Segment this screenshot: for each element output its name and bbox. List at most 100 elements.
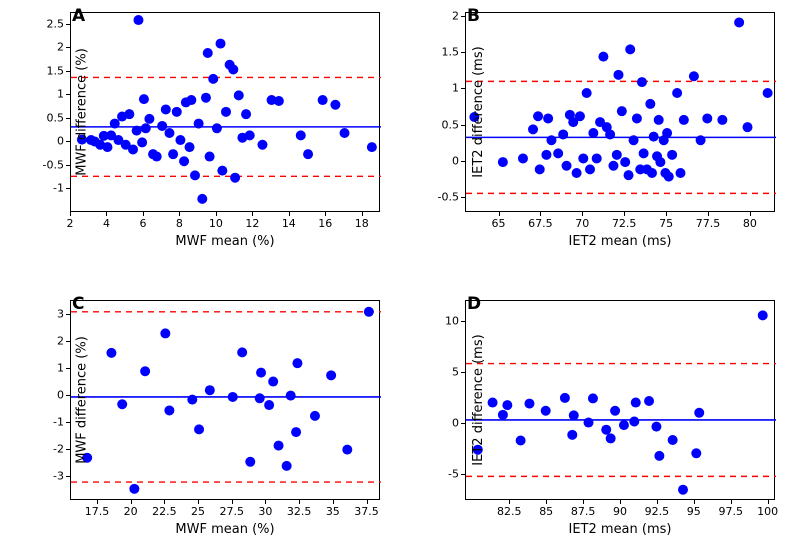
data-point — [601, 425, 611, 435]
panel-D-svg — [466, 301, 776, 501]
y-tick-label: 0.5 — [47, 111, 65, 124]
x-tickmark — [333, 500, 334, 504]
x-axis-label: MWF mean (%) — [175, 522, 274, 537]
data-point — [106, 348, 116, 358]
x-tickmark — [509, 500, 510, 504]
panel-letter: C — [72, 294, 84, 314]
y-tickmark — [66, 314, 70, 315]
y-tickmark — [66, 368, 70, 369]
data-point — [498, 410, 508, 420]
data-point — [632, 113, 642, 123]
x-tick-label: 100 — [757, 505, 778, 518]
y-tick-label: -2 — [53, 442, 64, 455]
data-point — [291, 427, 301, 437]
x-tick-label: 27.5 — [219, 505, 244, 518]
data-point — [292, 358, 302, 368]
y-tick-label: 2 — [452, 9, 459, 22]
data-point — [164, 128, 174, 138]
x-tickmark — [299, 500, 300, 504]
data-point — [144, 114, 154, 124]
data-point — [161, 104, 171, 114]
x-tickmark — [768, 500, 769, 504]
x-tickmark — [708, 212, 709, 216]
data-point — [274, 441, 284, 451]
y-tick-label: -5 — [448, 468, 459, 481]
data-point — [645, 99, 655, 109]
data-point — [256, 368, 266, 378]
data-point — [330, 100, 340, 110]
data-point — [667, 150, 677, 160]
data-point — [567, 430, 577, 440]
data-point — [286, 391, 296, 401]
y-tickmark — [66, 47, 70, 48]
data-point — [664, 172, 674, 182]
data-point — [625, 44, 635, 54]
panel-D-plot — [465, 300, 775, 500]
x-tick-label: 18 — [355, 217, 369, 230]
data-point — [533, 111, 543, 121]
y-tick-label: 2.5 — [47, 17, 65, 30]
x-tick-label: 77.5 — [696, 217, 721, 230]
x-tickmark — [750, 212, 751, 216]
x-tick-label: 4 — [103, 217, 110, 230]
data-point — [613, 70, 623, 80]
data-point — [197, 194, 207, 204]
data-point — [230, 173, 240, 183]
y-tick-label: 1.5 — [47, 64, 65, 77]
data-point — [569, 410, 579, 420]
data-point — [743, 122, 753, 132]
data-point — [675, 168, 685, 178]
panel-letter: A — [72, 6, 85, 26]
y-tick-label: 1 — [57, 361, 64, 374]
data-point — [186, 95, 196, 105]
data-point — [137, 137, 147, 147]
x-tickmark — [164, 500, 165, 504]
data-point — [572, 168, 582, 178]
x-tick-label: 16 — [318, 217, 332, 230]
data-point — [668, 435, 678, 445]
x-tick-label: 10 — [209, 217, 223, 230]
x-tick-label: 32.5 — [287, 505, 312, 518]
data-point — [694, 408, 704, 418]
data-point — [606, 433, 616, 443]
data-point — [546, 135, 556, 145]
x-tick-label: 12 — [245, 217, 259, 230]
data-point — [662, 128, 672, 138]
x-axis-label: MWF mean (%) — [175, 234, 274, 249]
data-point — [205, 152, 215, 162]
data-point — [245, 130, 255, 140]
data-point — [187, 395, 197, 405]
data-point — [139, 94, 149, 104]
x-tick-label: 35 — [326, 505, 340, 518]
data-point — [619, 420, 629, 430]
x-tick-label: 85 — [539, 505, 553, 518]
y-tickmark — [66, 71, 70, 72]
y-tickmark — [461, 52, 465, 53]
data-point — [179, 156, 189, 166]
y-tickmark — [461, 161, 465, 162]
y-tickmark — [461, 474, 465, 475]
panel-letter: D — [467, 294, 481, 314]
x-tickmark — [583, 500, 584, 504]
y-tickmark — [461, 321, 465, 322]
data-point — [133, 15, 143, 25]
data-point — [168, 149, 178, 159]
data-point — [629, 135, 639, 145]
data-point — [654, 115, 664, 125]
data-point — [152, 152, 162, 162]
x-tickmark — [216, 212, 217, 216]
y-tickmark — [66, 341, 70, 342]
y-tick-label: 3 — [57, 307, 64, 320]
data-point — [734, 17, 744, 27]
y-tickmark — [66, 188, 70, 189]
data-point — [578, 153, 588, 163]
y-axis-label: IET2 difference (ms) — [471, 46, 486, 177]
data-point — [203, 48, 213, 58]
x-tickmark — [106, 212, 107, 216]
x-tickmark — [367, 500, 368, 504]
data-point — [592, 153, 602, 163]
data-point — [221, 107, 231, 117]
data-point — [678, 485, 688, 495]
y-tickmark — [66, 395, 70, 396]
data-point — [562, 161, 572, 171]
